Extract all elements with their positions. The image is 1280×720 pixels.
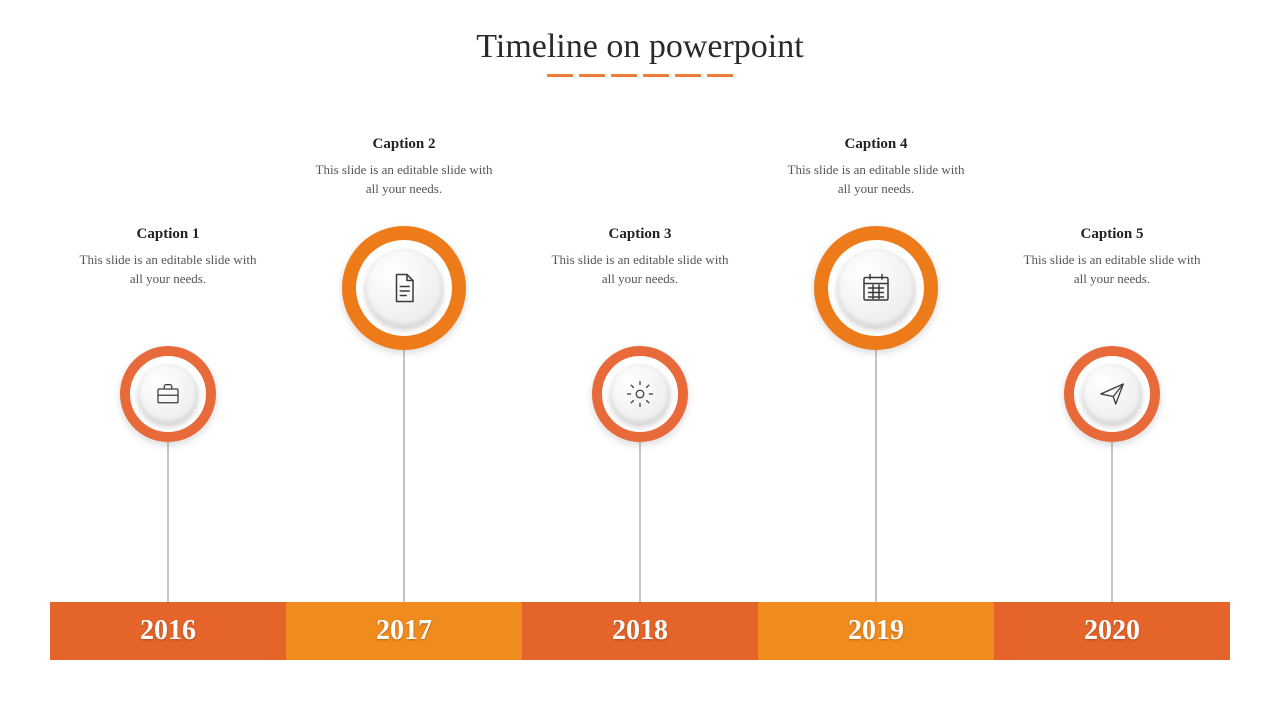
caption-body: This slide is an editable slide with all… [766,161,986,199]
plane-icon [1082,364,1142,424]
timeline-item: Caption 4 This slide is an editable slide… [766,136,986,199]
caption-title: Caption 5 [1002,226,1222,243]
timeline-node [120,346,216,442]
caption-body: This slide is an editable slide with all… [530,251,750,289]
title-underline [0,74,1280,77]
gear-icon [610,364,670,424]
year-cell: 2020 [994,602,1230,660]
connector-line [1112,442,1113,602]
timeline-node [1064,346,1160,442]
year-cell: 2019 [758,602,994,660]
year-cell: 2016 [50,602,286,660]
timeline-item: Caption 5 This slide is an editable slide… [1002,226,1222,289]
caption-title: Caption 2 [294,136,514,153]
timeline-item: Caption 1 This slide is an editable slide… [58,226,278,289]
caption-title: Caption 4 [766,136,986,153]
timeline-item: Caption 3 This slide is an editable slide… [530,226,750,289]
caption-body: This slide is an editable slide with all… [1002,251,1222,289]
year-bar: 20162017201820192020 [50,602,1230,660]
connector-line [876,350,877,602]
timeline-node [814,226,938,350]
timeline-node [592,346,688,442]
timeline-stage: Caption 1 This slide is an editable slide… [0,100,1280,660]
caption-body: This slide is an editable slide with all… [294,161,514,199]
timeline-node [342,226,466,350]
connector-line [404,350,405,602]
caption-title: Caption 3 [530,226,750,243]
year-cell: 2018 [522,602,758,660]
briefcase-icon [138,364,198,424]
year-cell: 2017 [286,602,522,660]
connector-line [640,442,641,602]
caption-body: This slide is an editable slide with all… [58,251,278,289]
caption-title: Caption 1 [58,226,278,243]
page-title: Timeline on powerpoint [0,0,1280,66]
timeline-item: Caption 2 This slide is an editable slide… [294,136,514,199]
document-icon [365,249,443,327]
calendar-icon [837,249,915,327]
connector-line [168,442,169,602]
